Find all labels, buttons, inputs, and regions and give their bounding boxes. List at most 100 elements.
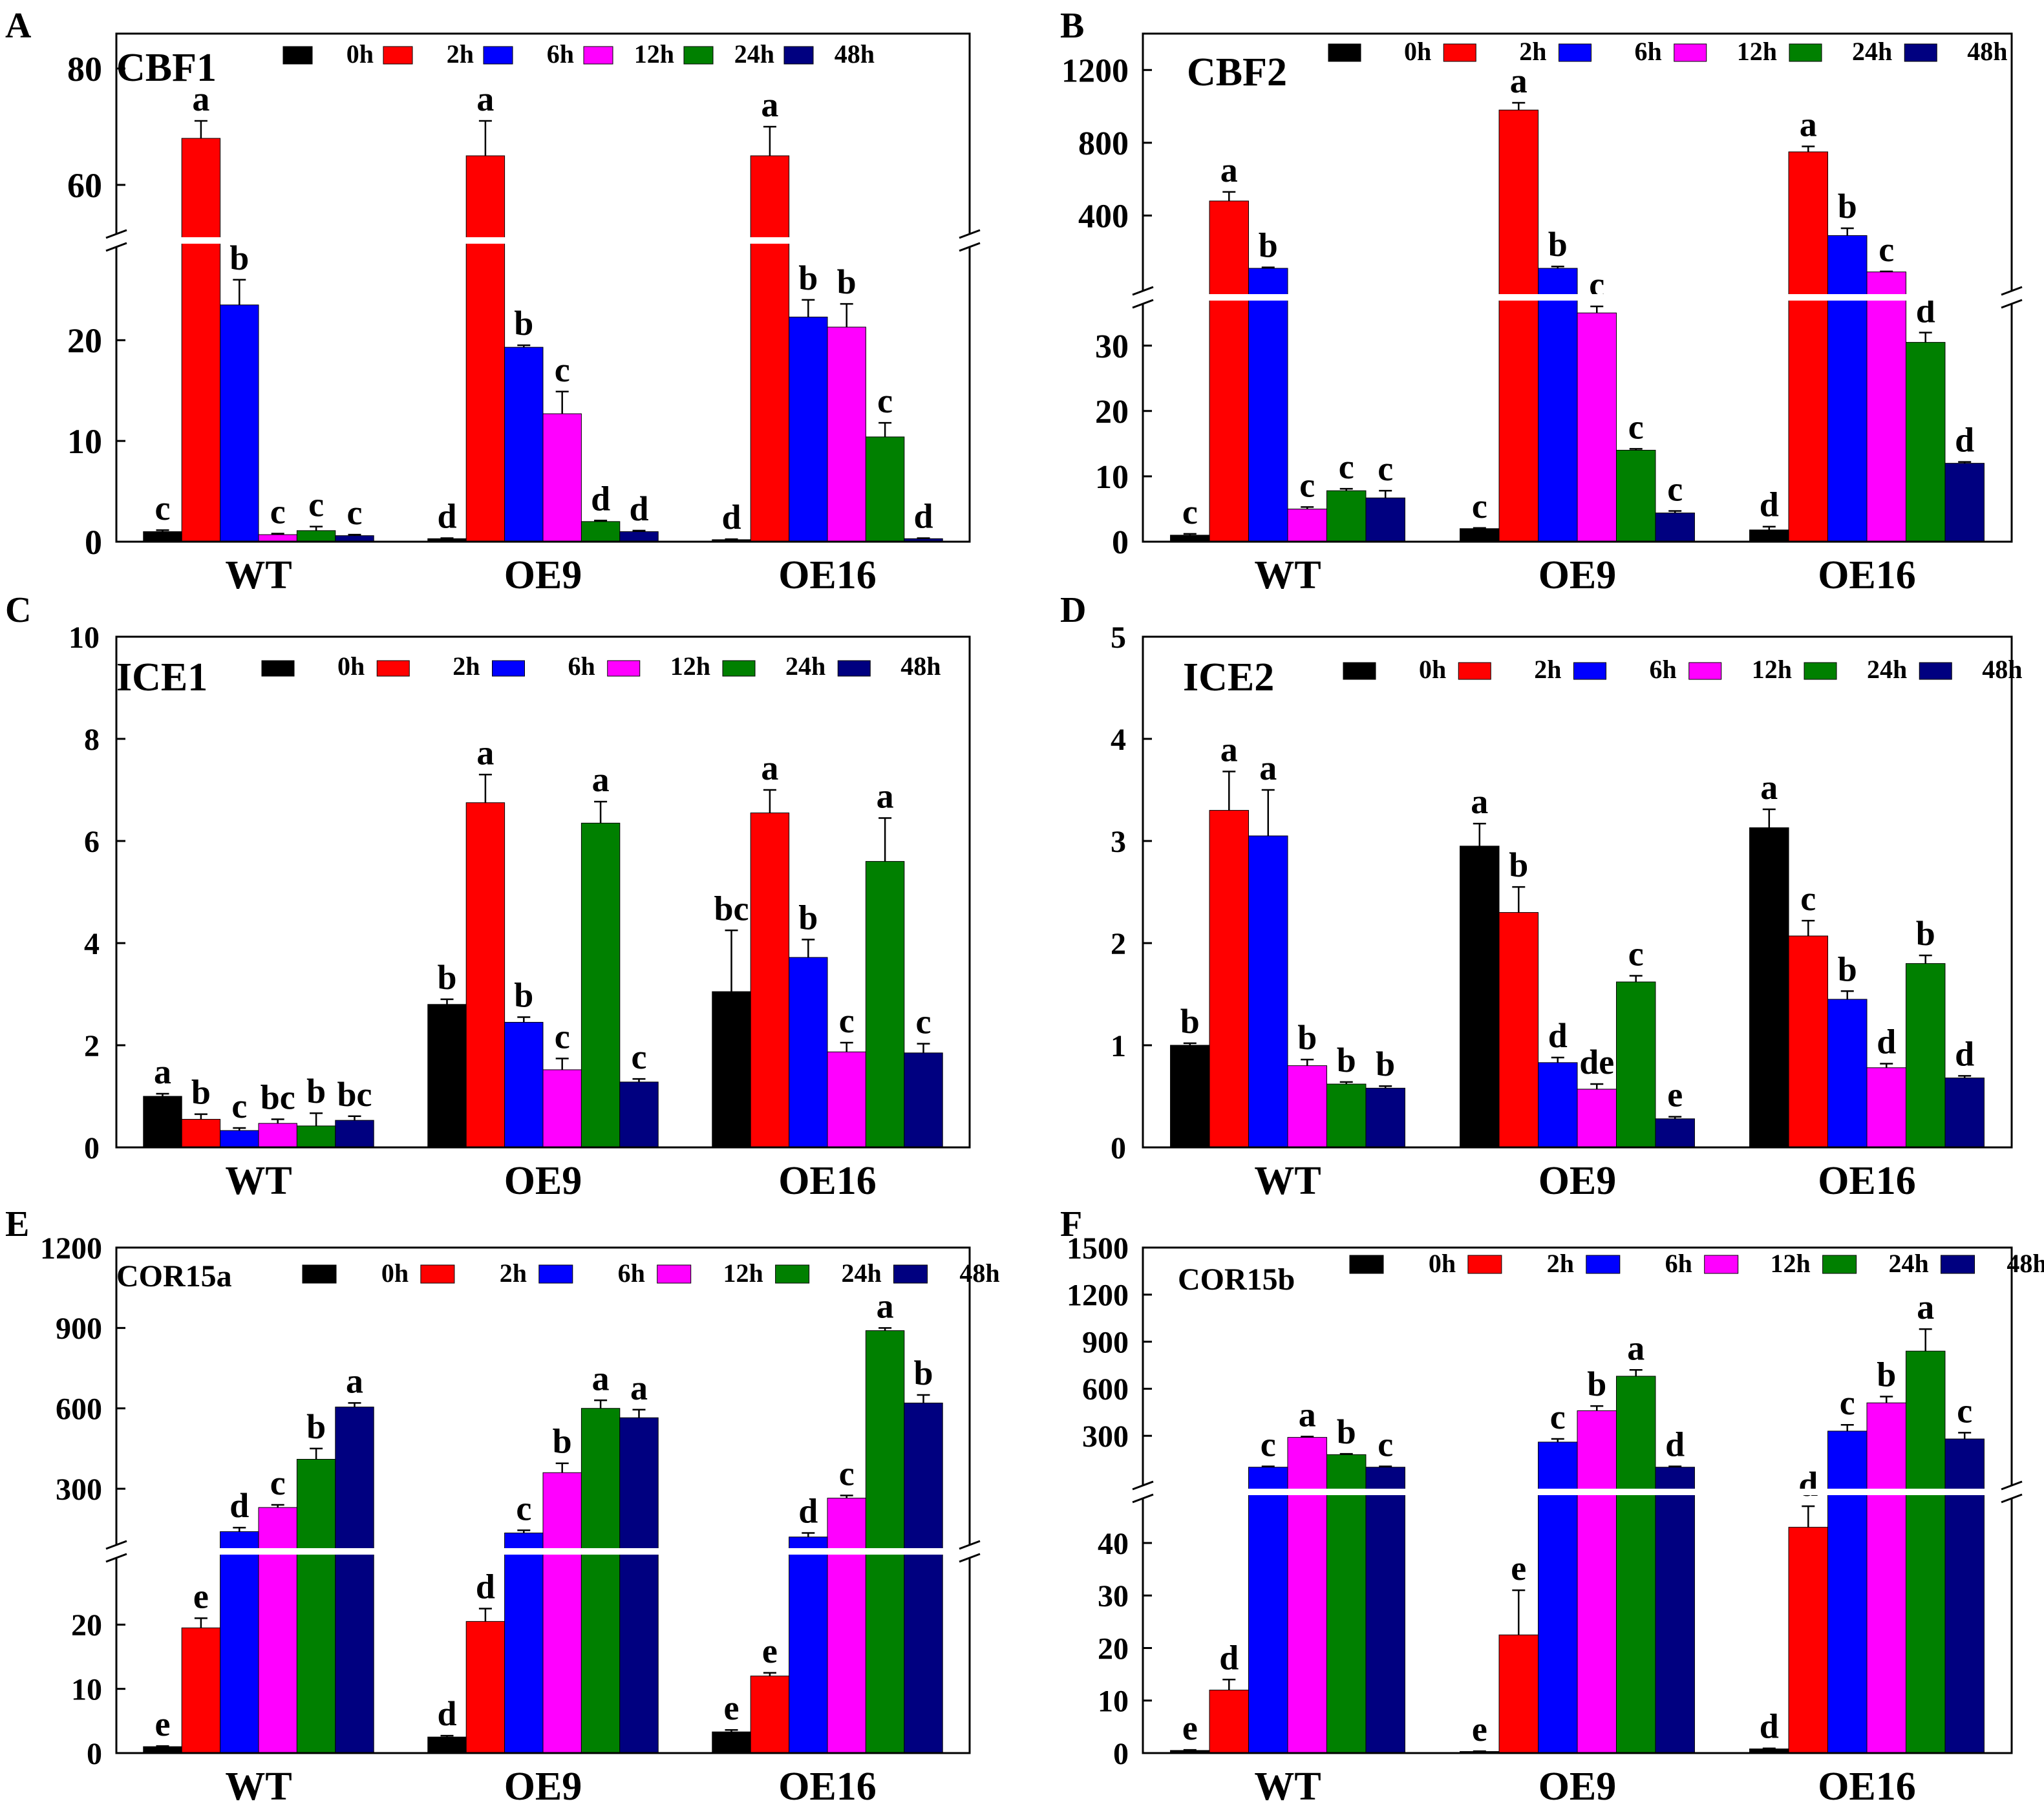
y-tick-label: 0	[84, 1131, 100, 1165]
significance-letter: b	[1877, 1356, 1896, 1394]
significance-letter: b	[1180, 1002, 1200, 1041]
significance-letter: c	[555, 1017, 570, 1056]
bar	[143, 531, 182, 542]
x-tick-label: WT	[1254, 1765, 1321, 1809]
legend-swatch	[483, 46, 513, 65]
significance-letter: b	[1337, 1412, 1356, 1451]
significance-letter: b	[514, 304, 533, 343]
bar	[619, 1081, 659, 1148]
legend-swatch	[1443, 43, 1476, 62]
axis-break-mark	[1132, 1493, 1154, 1504]
y-tick-label: 8	[84, 723, 100, 757]
bar	[296, 530, 336, 542]
bar	[258, 1123, 297, 1148]
legend-label: 6h	[618, 1259, 645, 1288]
significance-letter: a	[192, 80, 209, 118]
bar	[427, 1736, 467, 1754]
legend-label: 24h	[785, 652, 825, 681]
y-tick-label: 6	[84, 825, 100, 859]
significance-letter: a	[1917, 1288, 1934, 1326]
significance-letter: b	[1259, 226, 1278, 265]
legend-label: 6h	[1650, 655, 1677, 684]
bar	[1287, 508, 1327, 542]
panel-letter: D	[1060, 590, 1086, 630]
panel-letter: C	[5, 590, 31, 630]
x-tick-label: WT	[225, 553, 292, 597]
y-tick-label: 4	[1111, 723, 1126, 757]
axis-break-mark	[1132, 1480, 1154, 1491]
legend-swatch	[1941, 1255, 1975, 1274]
legend-swatch	[1467, 1255, 1502, 1274]
bar	[1866, 1067, 1906, 1148]
panel-letter: F	[1060, 1204, 1082, 1244]
significance-letter: d	[798, 1491, 818, 1530]
y-tick-label: 0	[1111, 1131, 1126, 1165]
significance-letter: c	[1550, 1398, 1566, 1436]
significance-letter: e	[724, 1688, 740, 1727]
bar	[904, 1052, 943, 1148]
y-tick-label: 20	[67, 321, 102, 360]
significance-letter: c	[270, 1463, 286, 1502]
axis-break-band	[117, 237, 969, 244]
significance-letter: b	[1297, 1018, 1317, 1057]
legend-label: 2h	[500, 1259, 527, 1288]
bar	[1905, 1350, 1946, 1754]
legend-label: 0h	[381, 1259, 409, 1288]
chart-title: ICE1	[116, 655, 208, 699]
legend-label: 24h	[734, 39, 774, 69]
significance-letter: d	[1955, 421, 1974, 460]
legend-swatch	[1328, 43, 1361, 62]
axis-break-band	[1144, 294, 2011, 301]
legend-swatch	[1343, 662, 1376, 680]
axis-break-gap	[967, 234, 972, 247]
legend-label: 2h	[1519, 37, 1546, 66]
legend-label: 24h	[1852, 37, 1892, 66]
bar	[1788, 935, 1829, 1148]
bar	[1866, 1402, 1906, 1754]
y-tick-label: 40	[1098, 1527, 1129, 1561]
significance-letter: bc	[714, 889, 749, 928]
bar	[335, 1407, 374, 1754]
significance-letter: c	[308, 485, 324, 524]
bar	[1365, 1087, 1405, 1148]
bar	[1209, 200, 1250, 542]
y-tick-label: 600	[56, 1392, 102, 1427]
bar	[1827, 235, 1868, 542]
bar	[580, 1408, 621, 1754]
significance-letter: a	[592, 1359, 610, 1398]
significance-letter: c	[1879, 230, 1894, 269]
bar	[619, 531, 659, 542]
plot-frame	[115, 1246, 971, 1754]
legend-label: 2h	[447, 39, 474, 69]
y-tick-label: 30	[1095, 328, 1129, 365]
bar	[1248, 268, 1288, 542]
significance-letter: d	[913, 497, 933, 536]
plot-frame	[1142, 1246, 2013, 1754]
significance-letter: b	[1548, 225, 1568, 264]
significance-letter: e	[1472, 1710, 1487, 1749]
y-tick-label: 10	[69, 621, 100, 655]
plot-frame	[1142, 635, 2013, 1149]
bar	[542, 1472, 582, 1754]
significance-letter: c	[1299, 465, 1315, 504]
legend-label: 6h	[547, 39, 574, 69]
axis-break-mark	[105, 229, 127, 239]
bar	[143, 1096, 182, 1148]
legend-label: 2h	[1534, 655, 1561, 684]
y-tick-label: 20	[1095, 394, 1129, 431]
chart-title: ICE2	[1183, 655, 1274, 699]
significance-letter: c	[632, 1037, 647, 1076]
legend-swatch	[683, 46, 714, 65]
legend-swatch	[607, 660, 641, 677]
significance-letter: b	[837, 262, 857, 301]
axis-break-mark	[1132, 299, 1154, 309]
bar	[1209, 1690, 1250, 1754]
y-tick-label: 1500	[1067, 1231, 1129, 1266]
bar	[258, 1507, 297, 1754]
bar	[220, 1531, 259, 1754]
y-tick-label: 300	[56, 1473, 102, 1507]
x-tick-label: OE9	[504, 1765, 582, 1809]
significance-letter: d	[1548, 1016, 1568, 1055]
significance-letter: c	[231, 1087, 247, 1125]
x-tick-label: OE9	[1538, 553, 1617, 597]
